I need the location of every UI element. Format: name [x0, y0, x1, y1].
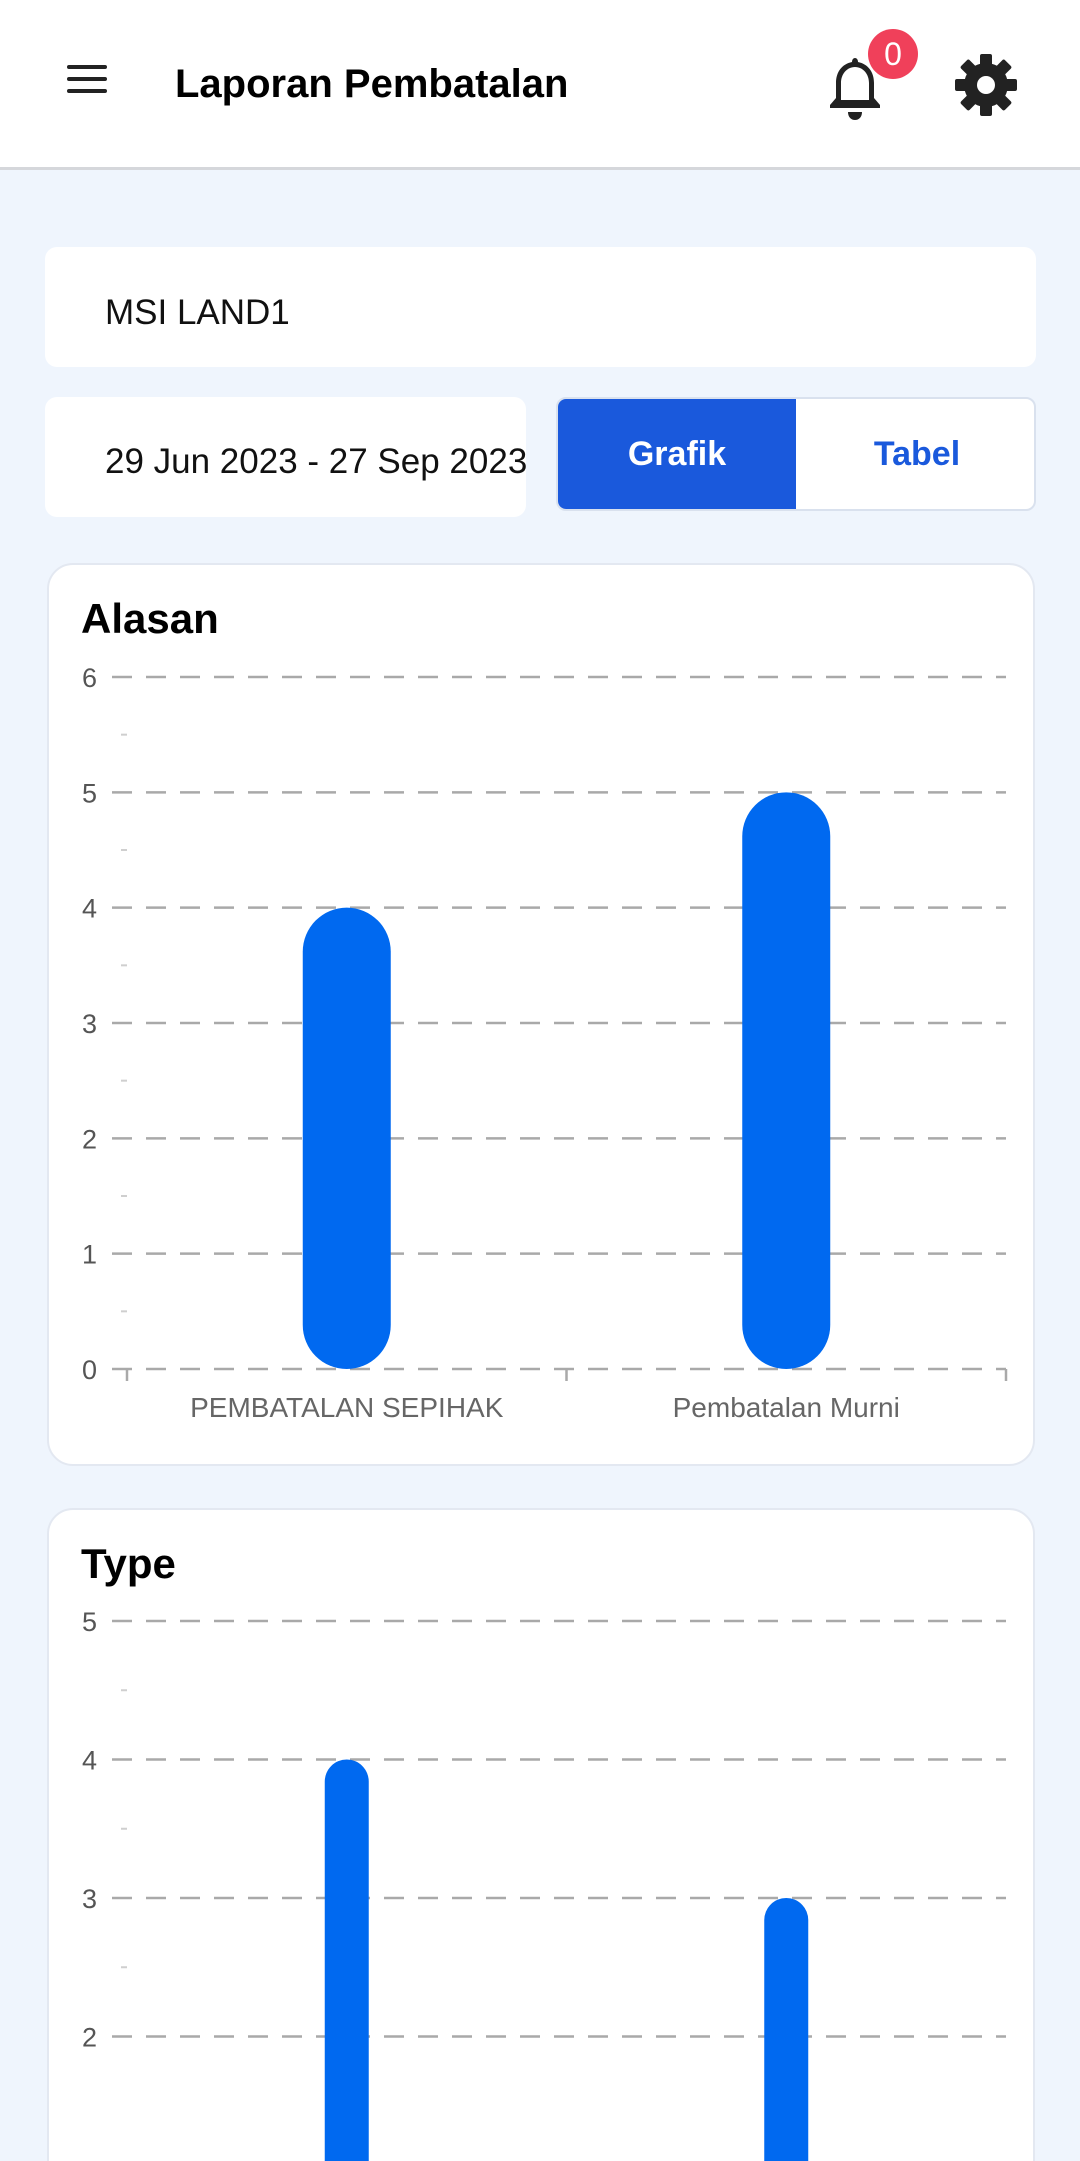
bar [764, 1898, 809, 2161]
x-category-label: Pembatalan Murni [673, 1392, 900, 1423]
page-title: Laporan Pembatalan [175, 62, 569, 106]
bar [302, 907, 391, 1369]
y-tick-label: 5 [82, 1607, 97, 1637]
alasan-chart-card: Alasan 0 1 2 3 4 5 6 PEMBATALAN SEPIHAK Pembatal… [47, 563, 1035, 1466]
chart-title: Type [81, 1540, 176, 1587]
y-tick-label: 3 [82, 1884, 97, 1914]
view-toggle: Grafik Tabel [556, 397, 1036, 511]
hamburger-menu-icon[interactable] [62, 65, 112, 105]
bar [742, 792, 831, 1369]
y-tick-label: 2 [82, 1124, 97, 1154]
alasan-bar-chart: 0 1 2 3 4 5 6 PEMBATALAN SEPIHAK Pembatalan Murn… [82, 663, 1008, 1423]
y-tick-label: 0 [82, 1355, 97, 1385]
y-tick-label: 6 [82, 663, 97, 693]
project-select[interactable]: MSI LAND1 [45, 247, 1036, 367]
type-chart-card: Type 2 3 4 5 [47, 1508, 1035, 2161]
y-tick-label: 4 [82, 894, 97, 924]
bar [324, 1759, 369, 2161]
y-tick-label: 3 [82, 1009, 97, 1039]
tab-tabel[interactable]: Tabel [873, 435, 961, 473]
type-bar-chart: 2 3 4 5 [82, 1607, 1006, 2161]
notification-count-badge: 0 [868, 29, 918, 79]
y-tick-label: 5 [82, 778, 97, 808]
y-tick-label: 2 [82, 2023, 97, 2053]
app-bar: Laporan Pembatalan 0 [0, 0, 1080, 170]
bell-icon[interactable] [822, 52, 888, 122]
y-tick-label: 1 [82, 1240, 97, 1270]
chart-title: Alasan [81, 595, 219, 642]
y-tick-label: 4 [82, 1746, 97, 1776]
x-category-label: PEMBATALAN SEPIHAK [190, 1392, 504, 1423]
date-range-field[interactable]: 29 Jun 2023 - 27 Sep 2023 [45, 397, 526, 517]
gear-icon[interactable] [953, 52, 1019, 118]
tab-grafik[interactable]: Grafik [558, 399, 796, 509]
